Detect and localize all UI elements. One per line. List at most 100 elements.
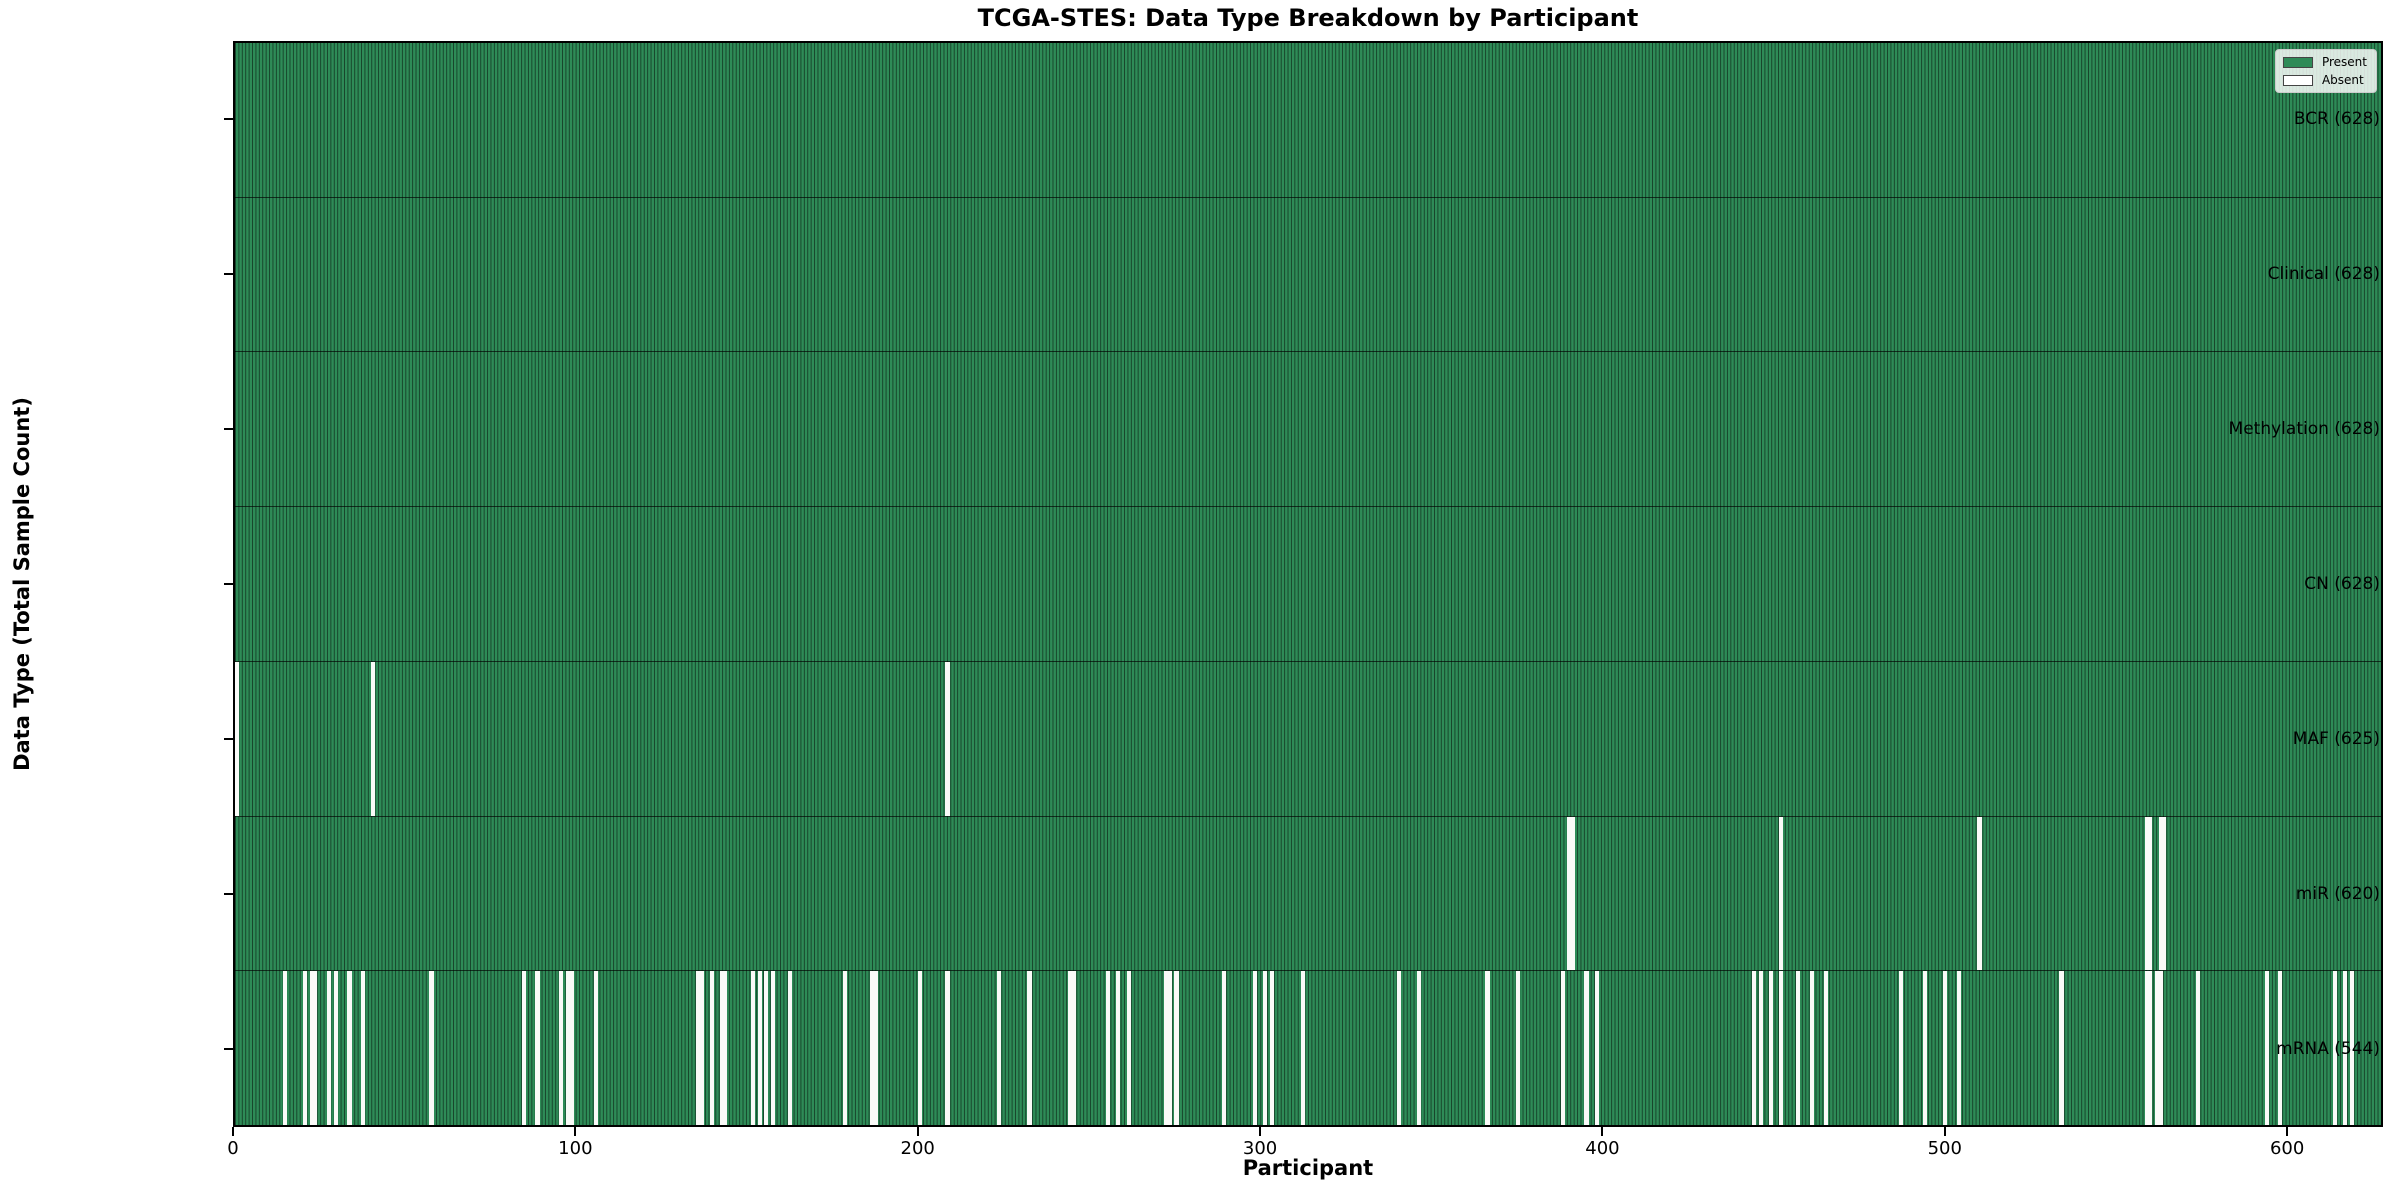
xtick-label-500: 500 (1927, 1138, 1962, 1159)
absent-bar (1126, 971, 1131, 1126)
absent-bar (1174, 971, 1179, 1126)
xtick-mark (1943, 1127, 1946, 1136)
absent-bar (1027, 971, 1032, 1126)
absent-bar (1977, 816, 1982, 971)
legend-swatch-present (2282, 56, 2313, 68)
row-bcr (235, 43, 2381, 198)
absent-bar (1567, 816, 1575, 971)
absent-bar (1943, 971, 1948, 1126)
xtick-label-100: 100 (558, 1138, 593, 1159)
absent-bar (2155, 971, 2163, 1126)
absent-bar (1956, 971, 1962, 1126)
absent-bar (1396, 971, 1401, 1126)
absent-bar (757, 971, 762, 1126)
absent-bar (1751, 971, 1757, 1126)
absent-bar (1164, 971, 1172, 1126)
xtick-mark (232, 1127, 234, 1136)
absent-bar (1769, 971, 1774, 1126)
absent-bar (1485, 971, 1490, 1126)
absent-bar (1823, 971, 1828, 1126)
absent-bar (2264, 971, 2269, 1126)
legend-label: Absent (2321, 73, 2364, 87)
absent-bar (2343, 971, 2348, 1126)
absent-bar (709, 971, 714, 1126)
xtick-mark (916, 1127, 919, 1136)
ytick-mark (224, 738, 233, 741)
absent-bar (313, 971, 318, 1126)
ytick-mark (224, 893, 233, 896)
ytick-mark (224, 583, 233, 585)
row-clinical (235, 198, 2381, 353)
ytick-mark (224, 427, 233, 430)
ytick-label-mrna: mRNA (544) (2276, 1039, 2380, 1060)
absent-bar (764, 971, 769, 1126)
absent-bar (535, 971, 540, 1126)
ytick-mark (224, 117, 233, 120)
absent-bar (1263, 971, 1268, 1126)
absent-bar (2349, 971, 2355, 1126)
absent-bar (326, 971, 332, 1126)
plot-area: Present Absent (233, 41, 2383, 1127)
legend-entry-absent: Absent (2282, 73, 2367, 87)
absent-bar (996, 971, 1001, 1126)
absent-bar (521, 971, 526, 1126)
ytick-label-methylation: Methylation (628) (2228, 418, 2380, 439)
xtick-mark (2286, 1127, 2289, 1136)
absent-bar (1106, 971, 1111, 1126)
absent-bar (1584, 971, 1589, 1126)
ytick-mark (224, 272, 233, 275)
row-cn (235, 507, 2381, 662)
absent-bar (1068, 971, 1077, 1126)
absent-bar (361, 971, 366, 1126)
xtick-label-0: 0 (227, 1138, 239, 1159)
absent-bar (559, 971, 564, 1126)
xtick-label-400: 400 (1585, 1138, 1620, 1159)
absent-bar (1417, 971, 1422, 1126)
absent-bar (1222, 971, 1227, 1126)
absent-bar (771, 971, 776, 1126)
absent-bar (593, 971, 598, 1126)
ytick-label-maf: MAF (625) (2292, 729, 2380, 750)
absent-bar (870, 971, 878, 1126)
legend-entry-present: Present (2282, 55, 2367, 69)
absent-bar (2059, 971, 2064, 1126)
ytick-label-cn: CN (628) (2304, 574, 2380, 594)
absent-bar (1560, 971, 1565, 1126)
absent-bar (1779, 816, 1784, 971)
ytick-mark (224, 1048, 233, 1051)
absent-bar (2278, 971, 2283, 1126)
absent-bar (1758, 971, 1763, 1126)
absent-bar (918, 971, 923, 1126)
absent-bar (1779, 971, 1784, 1126)
legend-label: Present (2321, 55, 2367, 69)
absent-bar (1898, 971, 1903, 1126)
y-axis-label: Data Type (Total Sample Count) (10, 397, 34, 771)
xtick-label-600: 600 (2269, 1138, 2305, 1159)
row-mir (235, 816, 2381, 972)
absent-bar (282, 971, 287, 1126)
absent-bar (945, 971, 950, 1126)
row-maf (234, 661, 2381, 817)
absent-bar (750, 971, 755, 1126)
absent-bar (1253, 971, 1258, 1126)
ytick-label-mir: miR (620) (2295, 884, 2380, 905)
absent-bar (1810, 971, 1815, 1126)
ytick-label-bcr: BCR (628) (2293, 108, 2380, 129)
x-axis-label: Participant (1242, 1156, 1374, 1180)
legend: Present Absent (2274, 49, 2377, 93)
xtick-label-200: 200 (900, 1138, 935, 1159)
absent-bar (696, 971, 704, 1126)
xtick-mark (1259, 1127, 1262, 1136)
absent-bar (2196, 971, 2201, 1126)
absent-bar (788, 971, 793, 1126)
absent-bar (1516, 971, 1521, 1126)
absent-bar (234, 661, 239, 816)
row-methylation (235, 352, 2381, 508)
absent-bar (371, 661, 376, 816)
ytick-label-clinical: Clinical (628) (2267, 263, 2380, 284)
absent-bar (309, 971, 314, 1126)
absent-bar (719, 971, 728, 1126)
absent-bar (333, 971, 338, 1126)
absent-bar (1594, 971, 1599, 1126)
